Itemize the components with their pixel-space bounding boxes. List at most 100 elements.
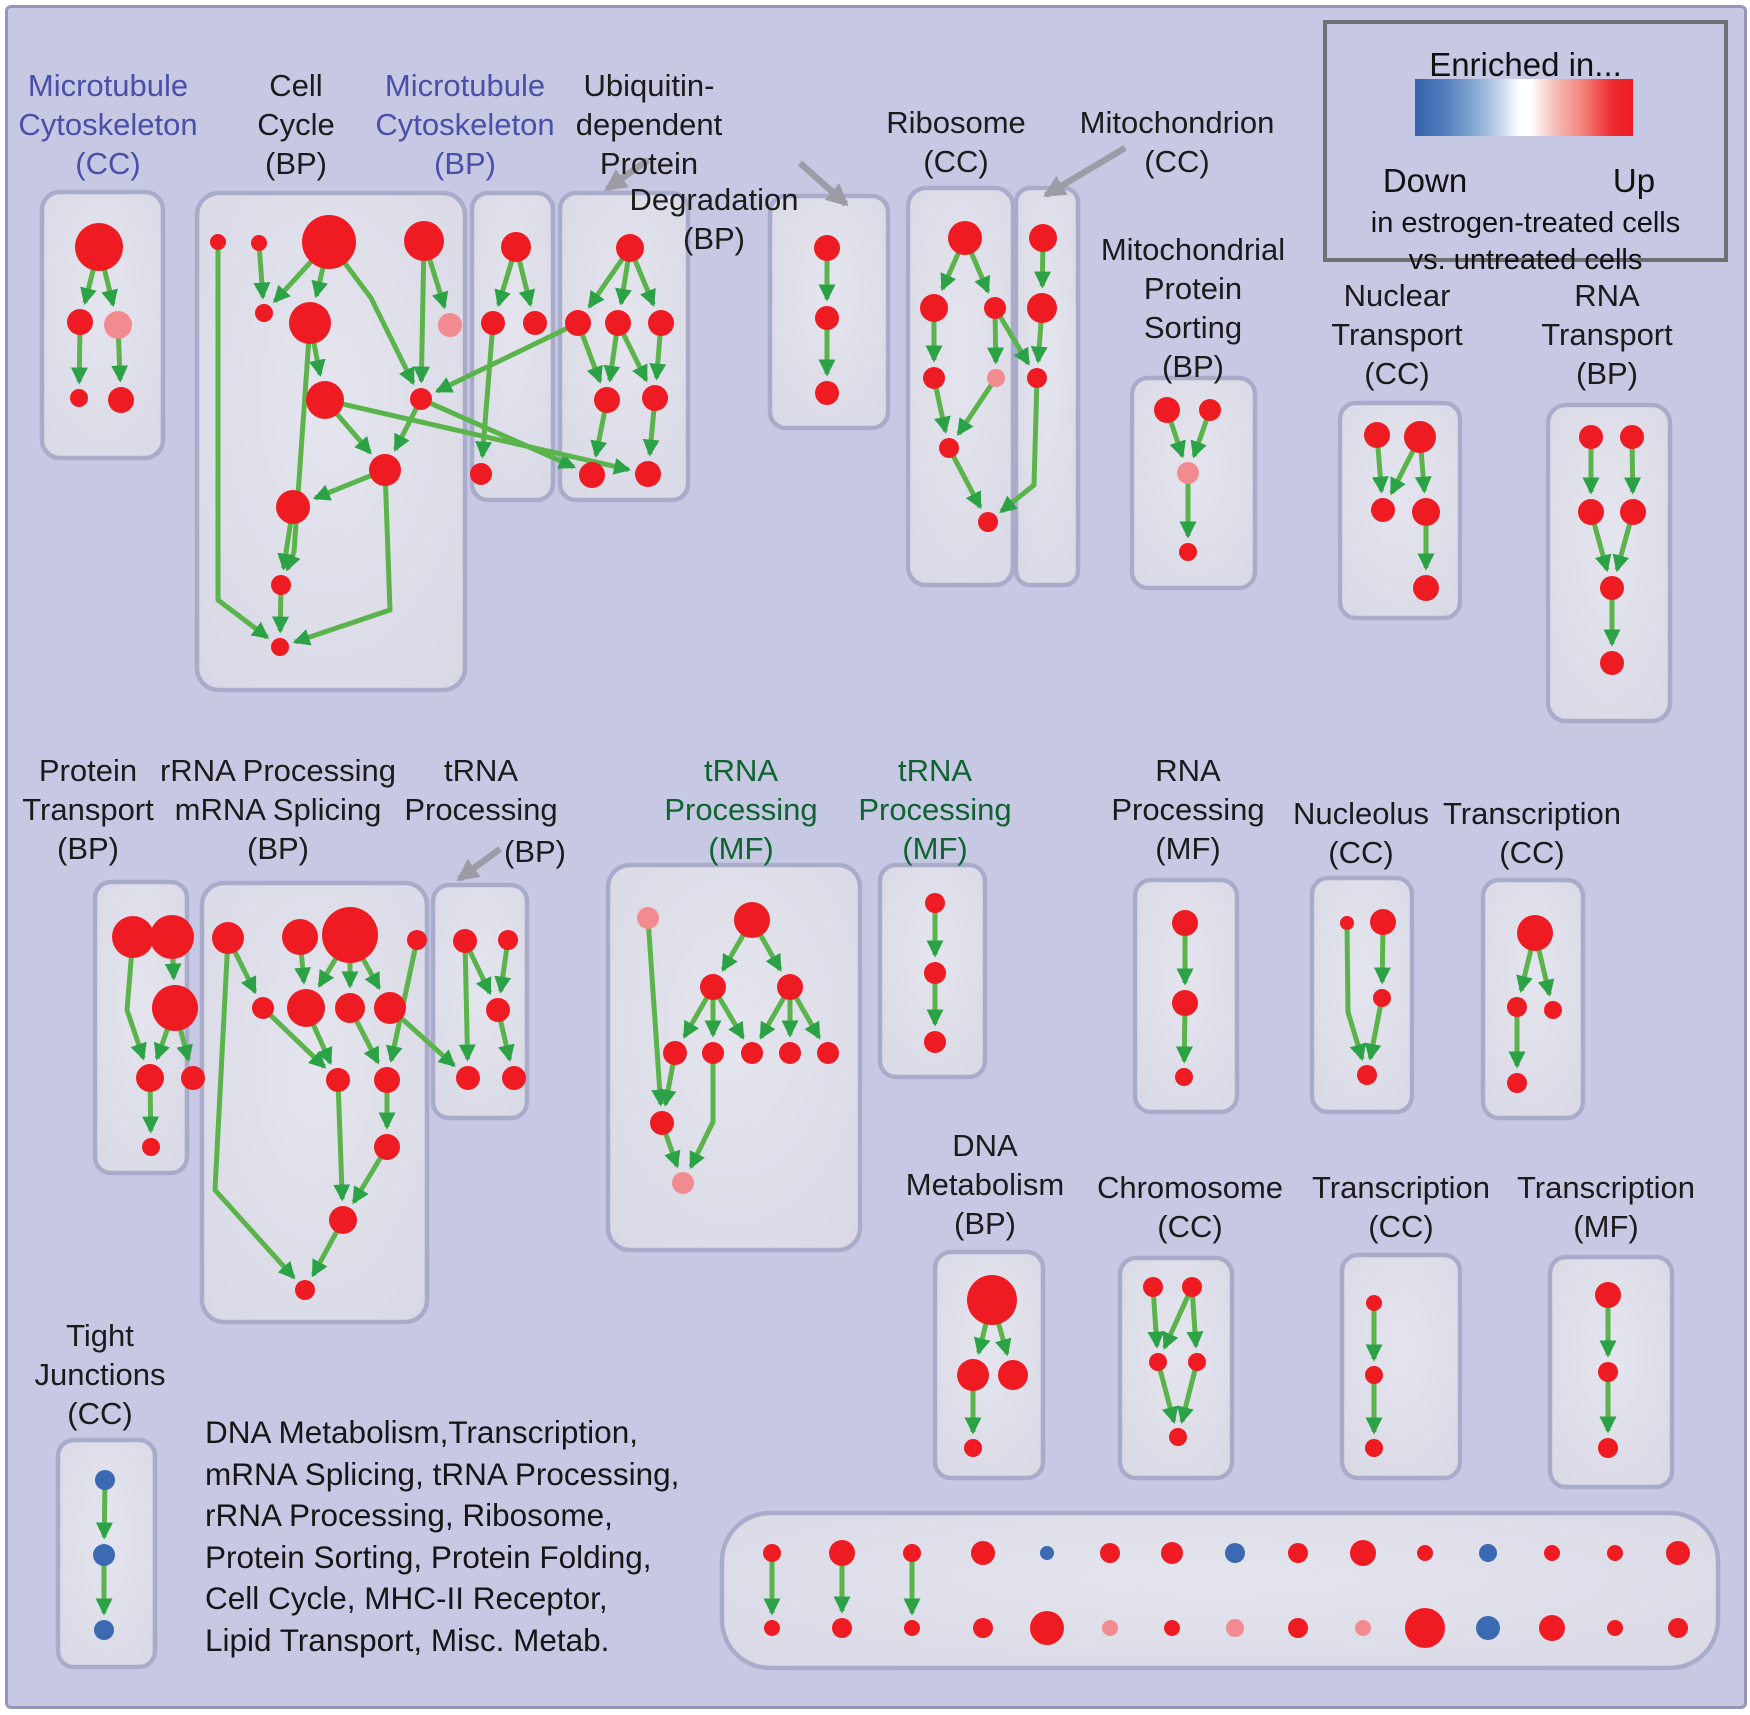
go-term-node-nucleolus-2 <box>1373 989 1391 1007</box>
edge-rrna-mrna-12 <box>310 1230 339 1278</box>
cluster-label-trna-processing-mf-small-line-2: Processing <box>858 792 1012 827</box>
cluster-box-chromosome <box>1117 1255 1235 1481</box>
go-term-node-trna-mf-large-9 <box>650 1111 674 1135</box>
edge-microtubule-cc-2 <box>70 333 88 385</box>
edge-ubiquitin-degradation-3 <box>579 333 603 384</box>
go-term-node-transcription-cc-mid-1 <box>1507 997 1527 1017</box>
go-term-node-nucleolus-0 <box>1340 916 1354 930</box>
go-term-node-mixed-top-5 <box>1040 1546 1054 1560</box>
edge-rna-transport-1 <box>1624 447 1642 495</box>
cluster-label-nuclear-transport-cc: Nuclear Transport (CC) <box>1087 276 1707 393</box>
edge-nuclear-transport-0 <box>1371 446 1389 494</box>
go-term-node-trna-mf-small-0 <box>925 893 945 913</box>
go-term-node-rrna-mrna-5 <box>287 989 325 1027</box>
edge-cell-cycle-11 <box>312 473 373 501</box>
edge-cell-cycle-1 <box>253 249 271 300</box>
go-term-node-trna-bp-0 <box>453 929 477 953</box>
cluster-label-microtubule-cytoskeleton-cc: Microtubule Cytoskeleton (CC) <box>0 66 418 183</box>
cluster-label-ubiquitin-bottom-line-1: Degradation <box>629 182 799 217</box>
go-term-node-trna-mf-large-7 <box>779 1042 801 1064</box>
cluster-label-microtubule-cytoskeleton-bp-line-3: (BP) <box>434 146 496 181</box>
go-term-node-transcription-cc-mid-3 <box>1507 1073 1527 1093</box>
cluster-label-microtubule-cytoskeleton-bp: Microtubule Cytoskeleton (BP) <box>155 66 775 183</box>
edge-microtubule-cc-1 <box>101 268 118 308</box>
go-term-node-rna-transport-1 <box>1620 425 1644 449</box>
go-term-node-microtubule-bp-2 <box>523 311 547 335</box>
cluster-label-rna-processing-mf-line-2: Processing <box>1111 792 1265 827</box>
go-term-node-ribosome-4 <box>987 369 1005 387</box>
go-term-node-trna-bp-4 <box>502 1066 526 1090</box>
cluster-box-dna-metabolism <box>932 1249 1046 1481</box>
edge-rna-transport-3 <box>1612 522 1633 573</box>
go-term-node-mitochondrial-protein-sorting-1 <box>1199 399 1221 421</box>
go-term-node-cell-cycle-3 <box>404 221 444 261</box>
cluster-label-ubiquitin-top: Ubiquitin-dependent Protein <box>339 66 959 183</box>
go-term-node-dna-metabolism-3 <box>964 1439 982 1457</box>
cluster-label-rna-transport-bp-line-1: RNA <box>1574 278 1640 313</box>
cluster-label-nuclear-transport-cc-line-3: (CC) <box>1364 356 1430 391</box>
go-term-node-trna-bp-1 <box>498 930 518 950</box>
cross-edge-4 <box>997 315 1031 366</box>
go-term-node-rna-transport-3 <box>1620 499 1646 525</box>
go-term-node-mixed-top-12 <box>1479 1544 1497 1562</box>
edge-ribosome-3 <box>987 317 1005 365</box>
cluster-label-nucleolus-cc: Nucleolus (CC) <box>1051 794 1671 872</box>
cluster-label-trna-processing-mf-small-line-3: (MF) <box>902 831 968 866</box>
go-term-node-rrna-mrna-10 <box>374 1134 400 1160</box>
go-term-node-cell-cycle-10 <box>276 490 310 524</box>
go-term-node-mixed-bottom-2 <box>832 1618 852 1638</box>
legend-gradient-bar <box>1415 79 1633 136</box>
go-term-node-trna-mf-large-1 <box>734 902 770 938</box>
go-term-node-mixed-top-4 <box>971 1541 995 1565</box>
edge-trna-mf-large-4 <box>716 996 745 1040</box>
edge-cell-cycle-9 <box>334 412 372 455</box>
edge-rna-processing-mf-1 <box>1175 1014 1193 1064</box>
edge-ubiquitin-degradation-4 <box>603 334 621 383</box>
note-line-2: mRNA Splicing, tRNA Processing, <box>205 1455 680 1492</box>
edge-cell-cycle-3 <box>311 266 328 299</box>
go-term-node-microtubule-cc-3 <box>70 389 88 407</box>
cluster-label-mitochondrion-cc-line-1: Mitochondrion <box>1079 105 1275 140</box>
edge-cell-cycle-0 <box>215 249 270 640</box>
go-term-node-mitochondrion-1 <box>1027 293 1057 323</box>
edge-ubiquitin-degradation-8 <box>642 409 660 457</box>
go-term-node-ubiquitin-degradation-5 <box>642 385 668 411</box>
cluster-label-transcription-mf-line-2: (MF) <box>1573 1209 1639 1244</box>
edge-ribosome-0 <box>940 251 961 292</box>
go-term-node-transcription-cc-bottom-2 <box>1365 1439 1383 1457</box>
edge-trna-bp-0 <box>467 949 493 996</box>
go-term-node-mixed-top-10 <box>1350 1540 1376 1566</box>
cluster-label-mitochondrial-protein-sorting-bp: Mitochondrial Protein Sorting (BP) <box>883 230 1503 386</box>
edge-rrna-mrna-0 <box>232 950 258 995</box>
cluster-label-microtubule-cytoskeleton-cc-line-3: (CC) <box>75 146 141 181</box>
edge-chromosome-4 <box>1177 1369 1198 1424</box>
cluster-label-ubiquitin-top-line-3: Protein <box>599 146 699 181</box>
go-term-node-transcription-mf-0 <box>1595 1282 1621 1308</box>
edge-trna-mf-large-9 <box>659 1063 677 1107</box>
go-term-node-ribosome-6 <box>978 512 998 532</box>
go-term-node-transcription-cc-bottom-0 <box>1366 1295 1382 1311</box>
cluster-label-ribosome-cc: Ribosome (CC) <box>646 103 1266 181</box>
edge-trna-bp-3 <box>498 1020 515 1062</box>
go-term-node-rna-processing-mf-0 <box>1172 910 1198 936</box>
go-term-node-mixed-bottom-7 <box>1164 1620 1180 1636</box>
go-term-node-rrna-mrna-3 <box>407 930 427 950</box>
cluster-box-nuclear-transport <box>1337 400 1463 621</box>
edge-trna-mf-large-8 <box>646 927 669 1107</box>
edge-trna-mf-large-1 <box>758 933 783 972</box>
go-term-node-trna-mf-small-2 <box>924 1031 946 1053</box>
go-term-node-trna-mf-small-1 <box>924 962 946 984</box>
go-term-node-rrna-mrna-0 <box>212 922 244 954</box>
edge-ribosome-6 <box>950 454 983 510</box>
go-term-node-rrna-mrna-12 <box>295 1280 315 1300</box>
go-term-node-mixed-bottom-5 <box>1030 1611 1064 1645</box>
go-term-node-ubiquitin-degradation-6 <box>579 462 605 488</box>
go-term-node-microtubule-cc-1 <box>67 309 93 335</box>
edge-ubiquitin-degradation-2 <box>632 259 656 307</box>
edge-ubiquitin-degradation-0 <box>587 257 625 309</box>
cluster-label-mitochondrial-protein-sorting-bp-line-3: Sorting <box>1143 310 1243 345</box>
go-term-node-rrna-mrna-8 <box>326 1068 350 1092</box>
unclustered-terms-note: DNA Metabolism,Transcription, mRNA Splici… <box>205 1412 679 1661</box>
edge-trna-mf-large-10 <box>663 1132 681 1169</box>
go-term-node-nucleolus-3 <box>1357 1065 1377 1085</box>
